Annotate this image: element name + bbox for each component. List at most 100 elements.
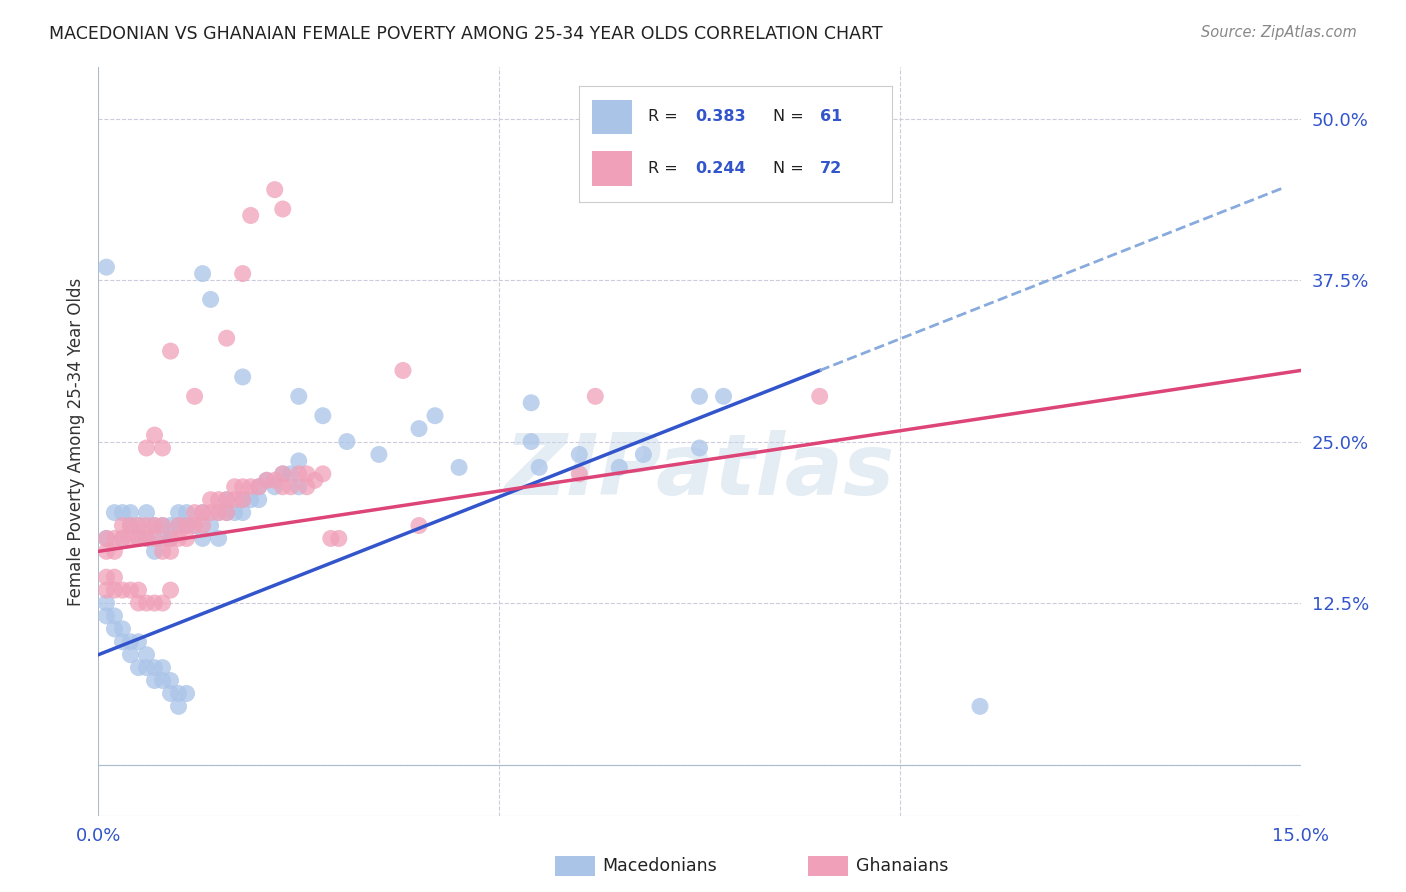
Point xyxy=(167,699,190,714)
Point xyxy=(135,596,157,610)
Point xyxy=(271,467,294,481)
Point xyxy=(96,609,118,624)
Point xyxy=(152,518,174,533)
Point xyxy=(159,583,181,598)
Point xyxy=(111,506,134,520)
Point xyxy=(633,447,655,461)
Point xyxy=(328,532,350,546)
Point xyxy=(224,492,246,507)
Point xyxy=(152,441,174,455)
Point xyxy=(247,492,270,507)
Point xyxy=(288,454,311,468)
Point xyxy=(176,506,198,520)
Point xyxy=(312,467,335,481)
Point xyxy=(288,389,311,403)
Point xyxy=(215,492,238,507)
Point xyxy=(295,467,318,481)
Point xyxy=(408,518,430,533)
Point xyxy=(239,492,262,507)
Point xyxy=(120,634,142,648)
Point xyxy=(713,389,735,403)
Point xyxy=(232,506,254,520)
Point xyxy=(159,544,181,558)
Text: Ghanaians: Ghanaians xyxy=(856,857,949,875)
Point xyxy=(263,183,285,197)
Point xyxy=(103,544,125,558)
Point xyxy=(688,441,710,455)
Point xyxy=(159,532,181,546)
Point xyxy=(239,480,262,494)
Point xyxy=(159,518,181,533)
Point xyxy=(969,699,991,714)
Point xyxy=(103,570,125,584)
Point xyxy=(128,596,150,610)
Point xyxy=(215,492,238,507)
Point xyxy=(256,473,278,487)
Point xyxy=(128,634,150,648)
Point xyxy=(96,532,118,546)
Point xyxy=(304,473,326,487)
Point xyxy=(568,447,591,461)
Point xyxy=(176,518,198,533)
Point xyxy=(191,532,214,546)
Point xyxy=(135,648,157,662)
Point xyxy=(111,583,134,598)
Point xyxy=(111,622,134,636)
Point xyxy=(120,583,142,598)
Point xyxy=(135,518,157,533)
Point xyxy=(808,389,831,403)
Point xyxy=(263,480,285,494)
Point xyxy=(120,506,142,520)
Point xyxy=(568,467,591,481)
Point xyxy=(120,648,142,662)
Point xyxy=(247,480,270,494)
Point xyxy=(159,686,181,700)
Point xyxy=(103,609,125,624)
Point xyxy=(583,389,606,403)
Point xyxy=(120,518,142,533)
Point xyxy=(239,209,262,223)
Point xyxy=(120,532,142,546)
Point xyxy=(319,532,342,546)
Point xyxy=(200,518,222,533)
Point xyxy=(520,434,543,449)
Point xyxy=(159,344,181,359)
Point xyxy=(128,532,150,546)
Point xyxy=(135,660,157,674)
Point xyxy=(215,331,238,345)
Point xyxy=(128,660,150,674)
Point xyxy=(96,260,118,274)
Point xyxy=(183,518,205,533)
Point xyxy=(96,544,118,558)
Point xyxy=(167,506,190,520)
Point xyxy=(167,518,190,533)
Point xyxy=(408,422,430,436)
Point xyxy=(96,583,118,598)
Point xyxy=(143,518,166,533)
Text: MACEDONIAN VS GHANAIAN FEMALE POVERTY AMONG 25-34 YEAR OLDS CORRELATION CHART: MACEDONIAN VS GHANAIAN FEMALE POVERTY AM… xyxy=(49,25,883,43)
Point xyxy=(176,686,198,700)
Point xyxy=(232,370,254,384)
Point xyxy=(191,506,214,520)
Point xyxy=(208,506,231,520)
Point xyxy=(111,532,134,546)
Point xyxy=(336,434,359,449)
Text: Macedonians: Macedonians xyxy=(602,857,717,875)
Point xyxy=(143,518,166,533)
Point xyxy=(103,532,125,546)
Point xyxy=(447,460,470,475)
Point xyxy=(96,596,118,610)
Point xyxy=(167,532,190,546)
Point xyxy=(232,480,254,494)
Point xyxy=(143,596,166,610)
Point xyxy=(191,518,214,533)
Point xyxy=(128,518,150,533)
Point xyxy=(152,518,174,533)
Y-axis label: Female Poverty Among 25-34 Year Olds: Female Poverty Among 25-34 Year Olds xyxy=(66,277,84,606)
Point xyxy=(520,396,543,410)
Point xyxy=(143,428,166,442)
Point xyxy=(183,389,205,403)
Text: ZIPatlas: ZIPatlas xyxy=(505,430,894,513)
Point xyxy=(135,532,157,546)
Point xyxy=(191,267,214,281)
